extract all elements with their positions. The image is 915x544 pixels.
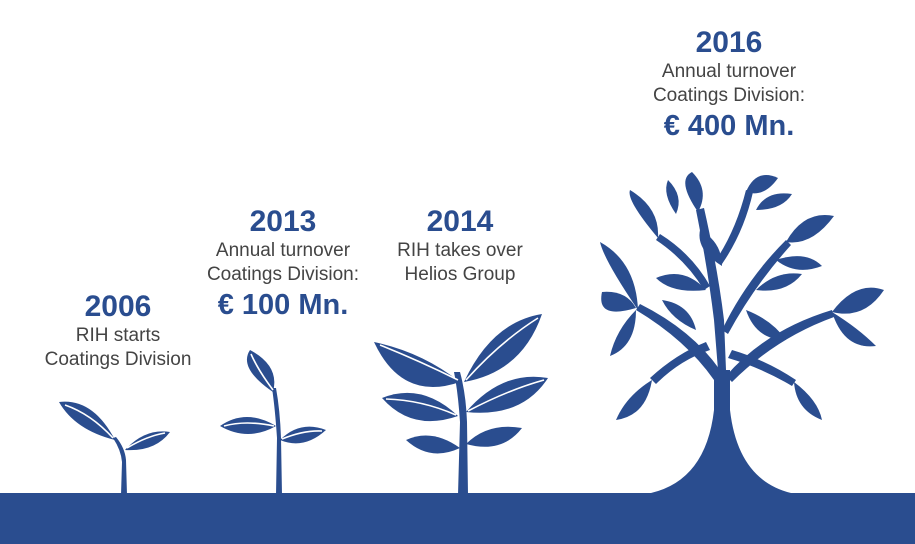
milestone-amount: € 400 Mn. xyxy=(663,110,795,142)
milestone-text-line: Coatings Division: xyxy=(652,85,806,106)
milestone-year: 2014 xyxy=(426,205,494,238)
milestone-text-line: RIH starts xyxy=(75,325,161,346)
milestone-2016-label: 2016 Annual turnover Coatings Division: … xyxy=(629,26,829,144)
sprout-icon xyxy=(59,401,170,495)
milestone-text-line: Annual turnover xyxy=(215,240,351,261)
ground-bar xyxy=(0,493,915,544)
milestone-year: 2016 xyxy=(695,26,763,59)
milestone-text-line: Coatings Division xyxy=(44,349,192,370)
milestone-2014-label: 2014 RIH takes over Helios Group xyxy=(360,205,560,287)
milestone-year: 2006 xyxy=(84,290,152,323)
milestone-2006-label: 2006 RIH starts Coatings Division xyxy=(18,290,218,372)
milestone-text-line: RIH takes over xyxy=(397,240,523,261)
milestone-amount: € 100 Mn. xyxy=(217,289,349,321)
milestone-text-line: Coatings Division: xyxy=(206,264,360,285)
tree-icon xyxy=(600,172,884,493)
young-plant-icon xyxy=(220,350,326,495)
milestone-year: 2013 xyxy=(249,205,317,238)
sapling-icon xyxy=(374,314,548,495)
milestone-text-line: Annual turnover xyxy=(661,61,797,82)
milestone-text-line: Helios Group xyxy=(404,264,516,285)
milestone-2013-label: 2013 Annual turnover Coatings Division: … xyxy=(183,205,383,323)
